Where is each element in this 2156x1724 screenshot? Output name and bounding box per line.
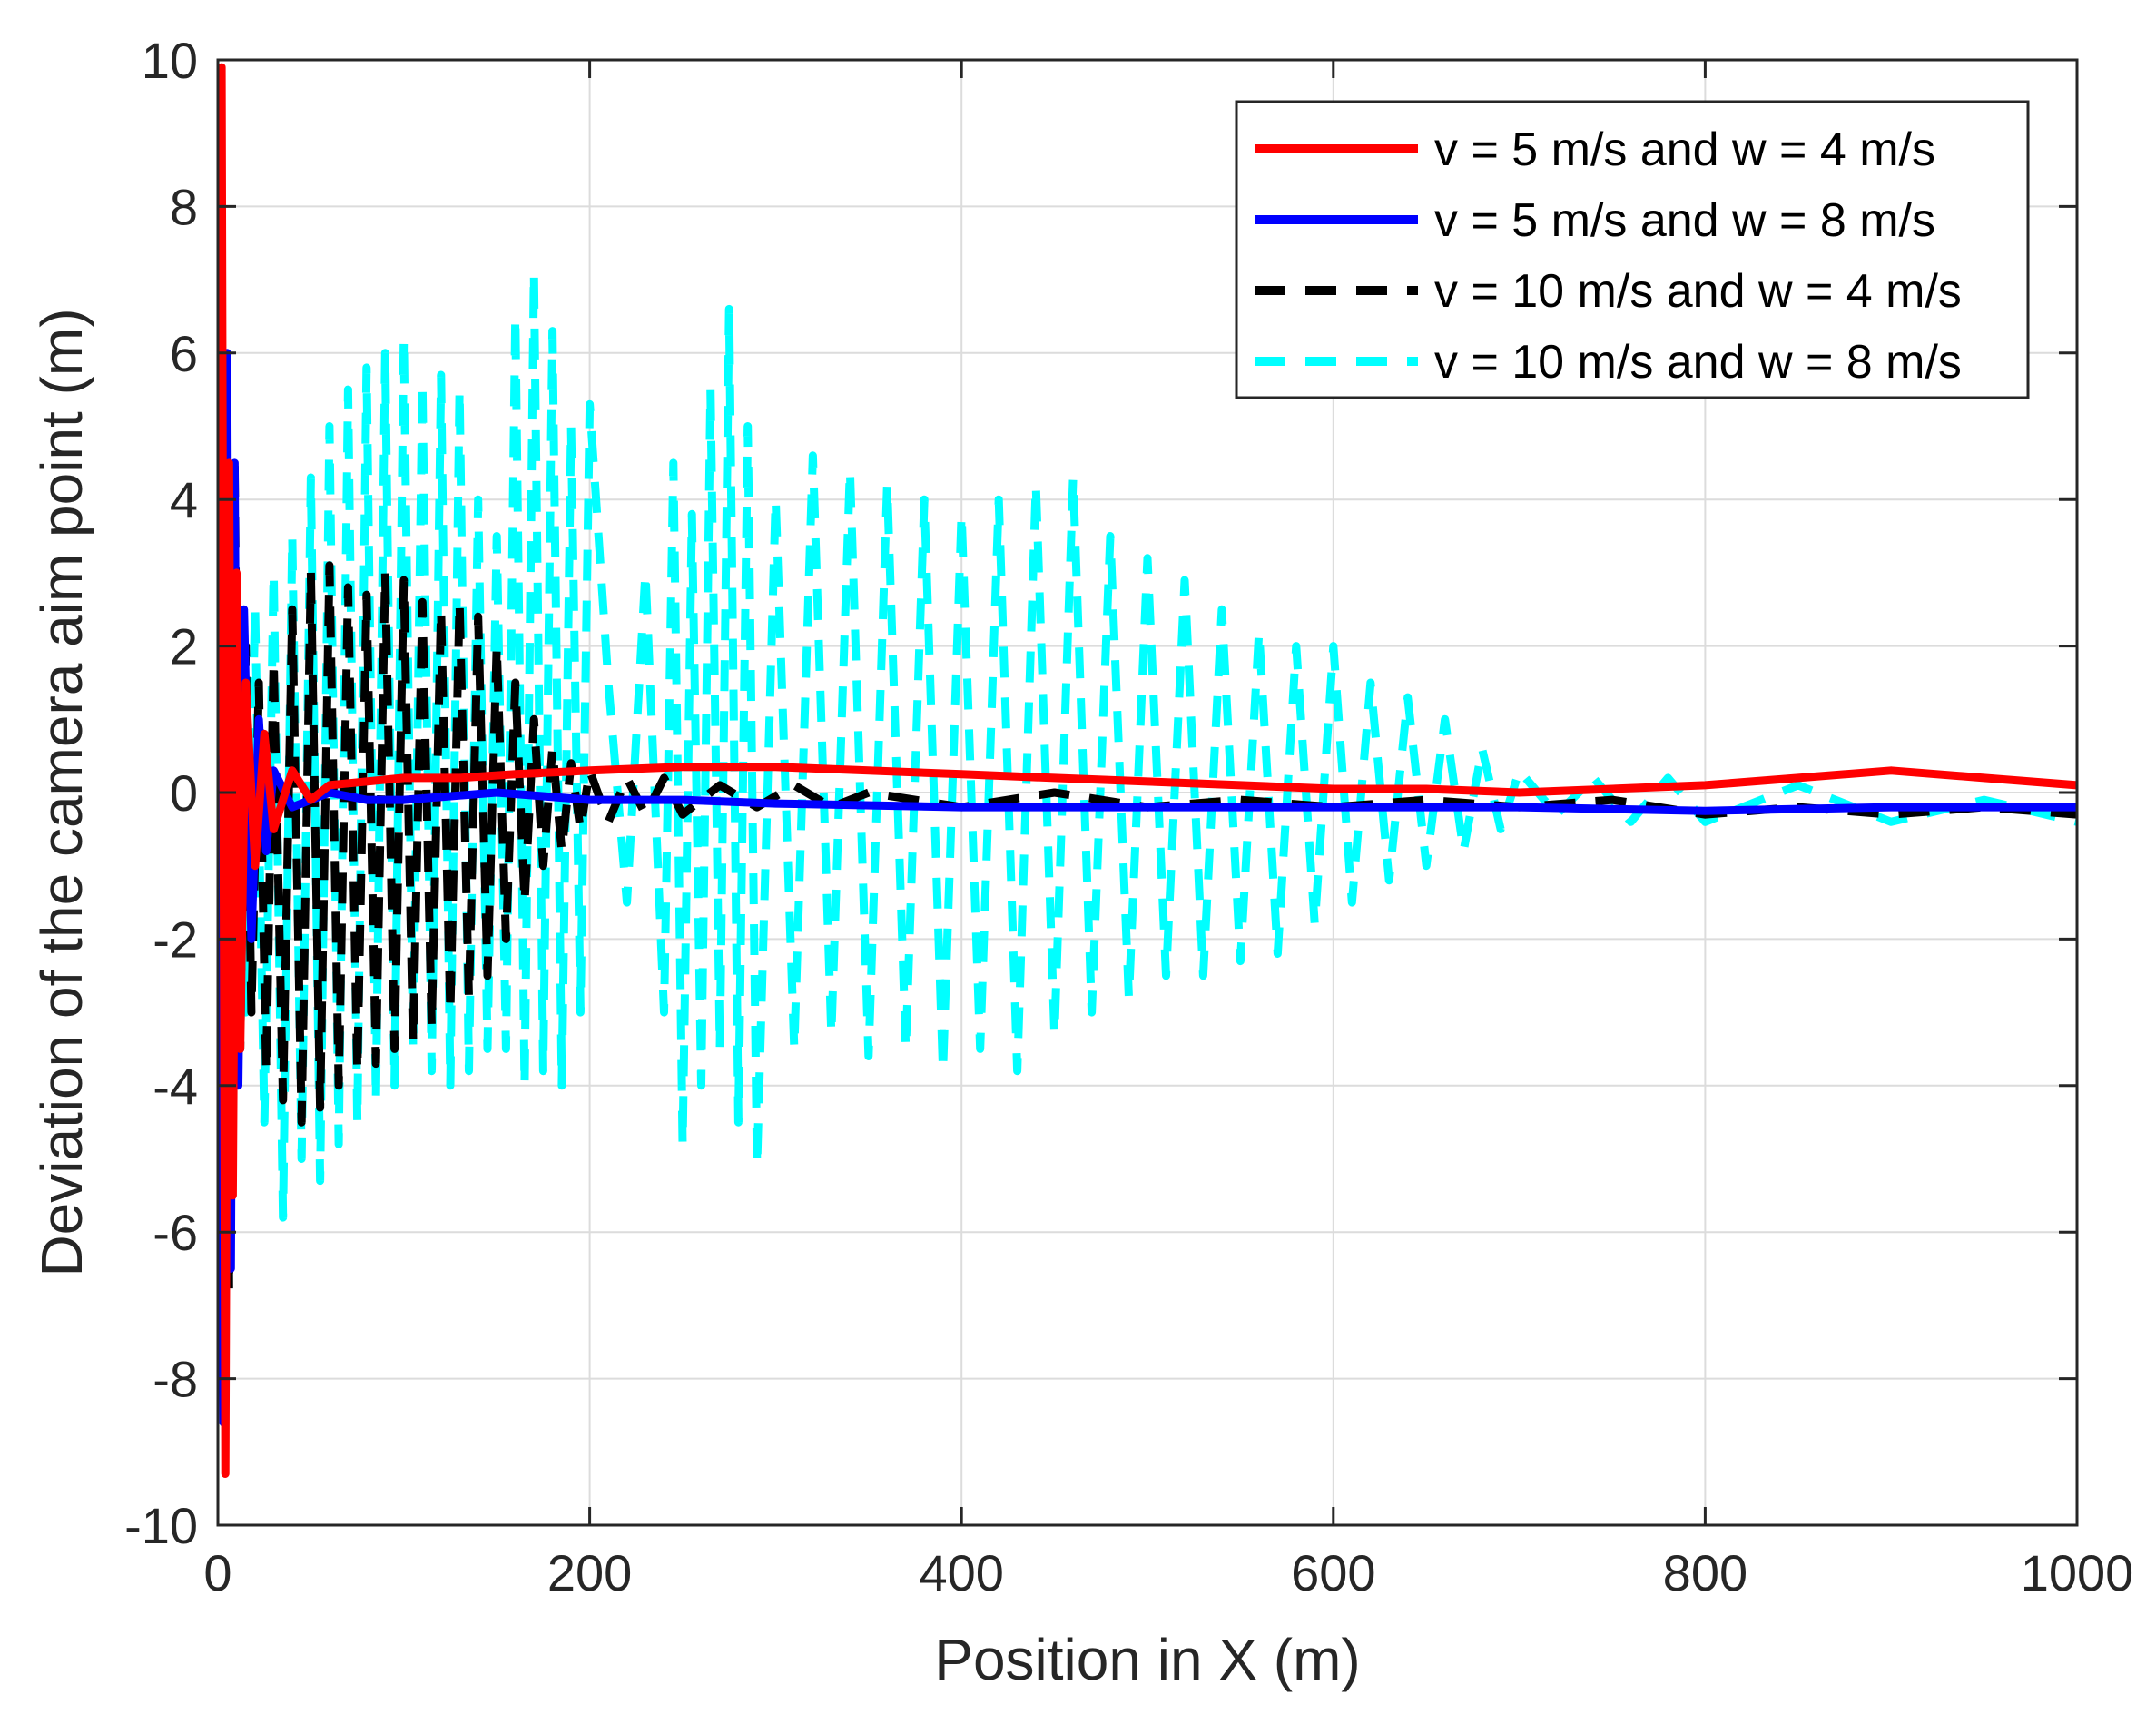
- x-tick-label: 1000: [2021, 1544, 2134, 1601]
- x-tick-label: 200: [547, 1544, 632, 1601]
- x-tick-label: 0: [203, 1544, 231, 1601]
- series-line-3: [218, 385, 2077, 1295]
- y-tick-label: 4: [170, 471, 198, 528]
- x-tick-label: 600: [1291, 1544, 1375, 1601]
- y-axis-label: Deviation of the camera aim point (m): [29, 308, 94, 1276]
- y-tick-label: 2: [170, 618, 198, 675]
- y-tick-label: 8: [170, 178, 198, 235]
- legend: v = 5 m/s and w = 4 m/s v = 5 m/s and w …: [1235, 100, 2030, 399]
- tick-labels: 0 200 400 600 800 1000 -10 -8 -6 -4 -2 0 2 4 6 8 10: [124, 32, 2133, 1601]
- legend-entry-series-1: v = 5 m/s and w = 4 m/s: [1434, 123, 1935, 176]
- series-layer: [218, 63, 2077, 1478]
- ticks: [216, 58, 2079, 1527]
- y-tick-label: 0: [170, 764, 198, 822]
- series-line-1: [218, 63, 2077, 1478]
- y-tick-label: -8: [153, 1351, 198, 1408]
- x-axis-label: Position in X (m): [934, 1627, 1360, 1692]
- y-tick-label: -6: [153, 1204, 198, 1261]
- legend-entry-series-4: v = 10 m/s and w = 8 m/s: [1434, 336, 1962, 389]
- y-tick-label: -4: [153, 1058, 198, 1115]
- y-tick-label: -10: [124, 1497, 198, 1554]
- x-tick-label: 400: [919, 1544, 1003, 1601]
- y-tick-label: -2: [153, 911, 198, 968]
- legend-entry-series-2: v = 5 m/s and w = 8 m/s: [1434, 194, 1935, 247]
- y-tick-label: 10: [142, 32, 198, 89]
- y-tick-label: 6: [170, 325, 198, 382]
- x-tick-label: 800: [1663, 1544, 1747, 1601]
- legend-entry-series-3: v = 10 m/s and w = 4 m/s: [1434, 265, 1962, 318]
